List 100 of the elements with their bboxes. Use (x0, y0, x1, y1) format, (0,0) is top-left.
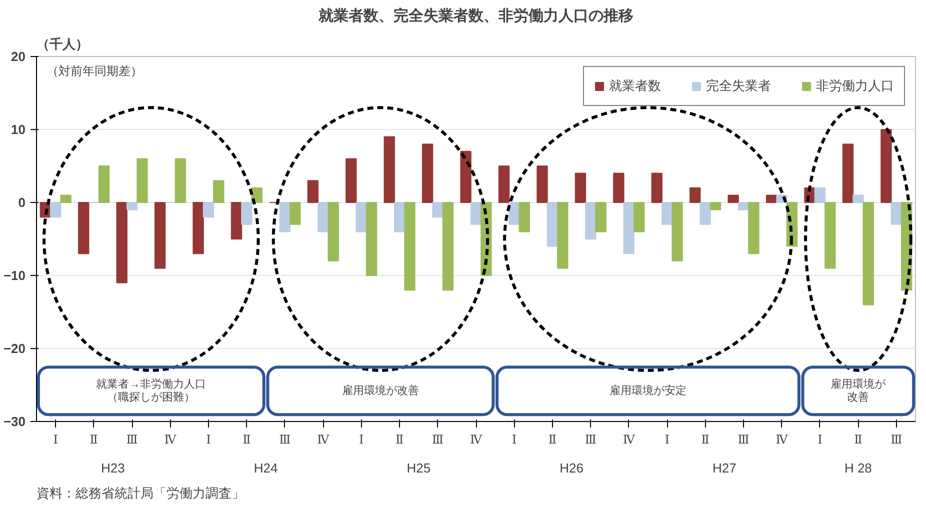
bar (613, 172, 624, 203)
y-tick-label: 0 (18, 195, 26, 210)
bar (710, 202, 722, 210)
bar (814, 187, 826, 203)
x-tick-label: Ⅱ (854, 432, 862, 446)
text: H26 (560, 460, 584, 476)
x-tick-label: Ⅰ (358, 432, 364, 446)
bar (738, 202, 750, 210)
x-tick-label: Ⅱ (242, 432, 251, 446)
bar (307, 180, 319, 203)
bar (136, 158, 148, 203)
text: H 28 (844, 460, 872, 476)
text: H24 (254, 460, 278, 476)
bar (126, 202, 138, 210)
x-tick-label: Ⅱ (548, 432, 557, 446)
bar (384, 136, 395, 203)
text: （対前年同期差） (46, 64, 142, 78)
chart-title: 就業者数、完全失業者数、非労働力人口の推移 (318, 6, 634, 24)
y-tick-label: −10 (3, 268, 26, 283)
annotation: 雇用環境が改善 (342, 384, 419, 397)
annotation: 雇用環境が安定 (609, 384, 686, 397)
x-tick-label: Ⅰ (512, 432, 517, 446)
annotation: 就業者→非労働力人口 (96, 377, 206, 390)
y-tick-label: 20 (11, 49, 26, 64)
text: H23 (101, 460, 125, 476)
bar (661, 202, 673, 225)
x-tick-label: Ⅰ (53, 432, 58, 446)
bar (508, 202, 520, 225)
bar (213, 180, 224, 203)
x-tick-label: Ⅱ (701, 432, 710, 446)
bar (346, 158, 357, 203)
bar (623, 202, 634, 254)
bar (328, 202, 339, 262)
bar (498, 166, 510, 203)
bar (404, 202, 416, 291)
x-tick-label: Ⅰ (818, 432, 823, 446)
x-tick-label: Ⅲ (126, 432, 138, 446)
bar (230, 202, 242, 240)
bar (116, 202, 128, 284)
x-tick-label: Ⅳ (622, 432, 636, 446)
bar (290, 202, 301, 225)
x-tick-label: Ⅳ (470, 432, 484, 446)
x-tick-label: Ⅲ (738, 432, 750, 446)
bar (852, 194, 864, 203)
x-tick-label: Ⅳ (317, 432, 330, 446)
bar (672, 202, 683, 262)
x-tick-label: Ⅲ (432, 432, 444, 446)
y-tick-label: −20 (3, 341, 26, 356)
bar (890, 202, 902, 225)
x-tick-label: Ⅰ (664, 432, 670, 446)
x-tick-label: Ⅳ (776, 432, 789, 446)
bar (574, 172, 586, 203)
x-tick-label: Ⅱ (90, 432, 98, 446)
bar (536, 166, 548, 203)
x-tick-label: Ⅲ (279, 432, 291, 446)
bar (442, 202, 454, 291)
bar (154, 202, 166, 269)
x-tick-label: Ⅳ (164, 432, 178, 446)
annotation: 改善 (847, 390, 870, 404)
bar (824, 202, 836, 269)
bar (546, 202, 558, 247)
bar (202, 202, 214, 218)
annotation: 雇用環境が (830, 377, 887, 390)
bar (470, 202, 482, 225)
bar (98, 166, 110, 203)
legend-label: 就業者数 (609, 77, 661, 95)
bar (690, 187, 701, 203)
bar (78, 202, 90, 254)
bar (700, 202, 711, 225)
y-axis-title: （千人） (36, 36, 88, 52)
text: H25 (406, 460, 431, 476)
bar (460, 150, 472, 203)
bar (585, 202, 596, 240)
bar (633, 202, 645, 232)
bar (192, 202, 204, 254)
bar (50, 202, 62, 218)
bar (366, 202, 378, 276)
bar (557, 202, 568, 269)
bar (748, 202, 760, 254)
text: H27 (712, 460, 736, 476)
bar (432, 202, 444, 218)
bar (842, 144, 854, 203)
x-tick-label: Ⅱ (395, 432, 404, 446)
bar (241, 202, 252, 225)
bar (862, 202, 874, 306)
annotation: （職探しが困難） (107, 390, 196, 404)
y-tick-label: 10 (11, 122, 26, 137)
x-tick-label: Ⅲ (584, 432, 596, 446)
bar (174, 158, 186, 203)
bar (518, 202, 530, 232)
legend-label: 非労働力人口 (816, 77, 894, 95)
text: 資料：総務省統計局「労働力調査」 (36, 486, 244, 500)
x-tick-label: Ⅰ (206, 432, 212, 446)
x-tick-label: Ⅲ (890, 432, 902, 446)
bar (651, 172, 662, 203)
bar (60, 194, 72, 203)
bar (766, 194, 778, 203)
y-tick-label: −30 (3, 414, 26, 429)
legend-label: 完全失業者 (706, 77, 771, 95)
bar (728, 194, 739, 203)
